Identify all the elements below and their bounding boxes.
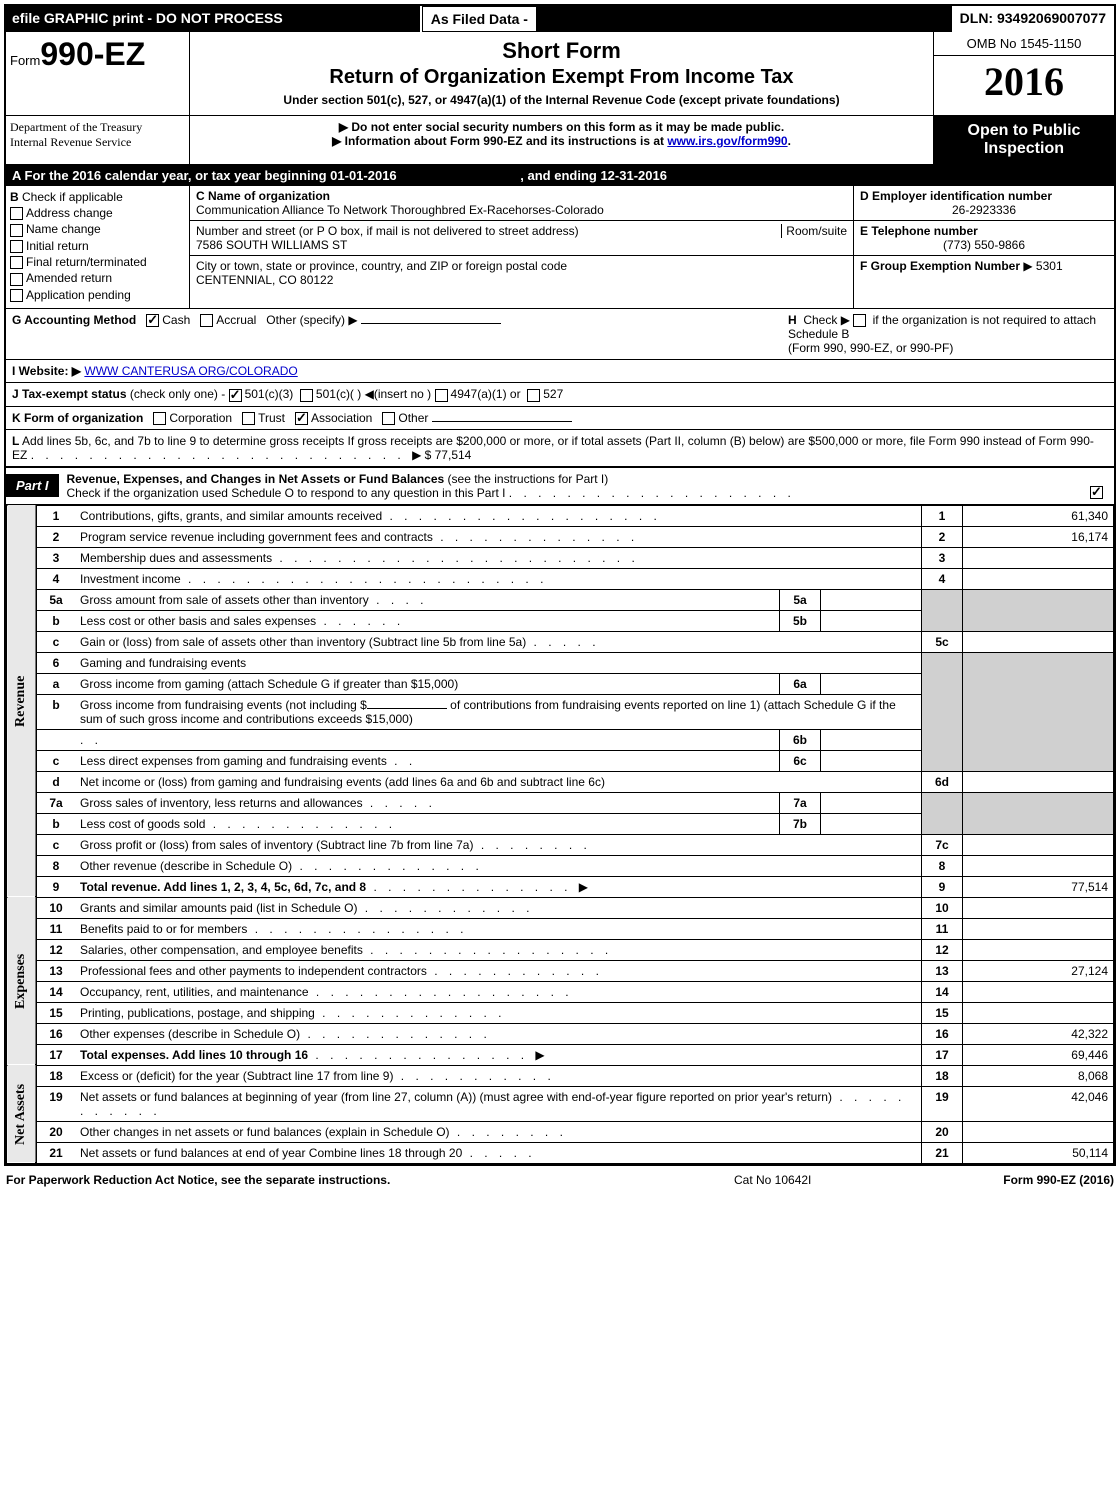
website-link[interactable]: WWW CANTERUSA ORG/COLORADO (84, 364, 297, 378)
org-city: CENTENNIAL, CO 80122 (196, 273, 333, 287)
line-9-value: 77,514 (963, 876, 1114, 897)
line-i: I Website: ▶ WWW CANTERUSA ORG/COLORADO (6, 360, 1114, 383)
form-header: Form990-EZ Short Form Return of Organiza… (6, 32, 1114, 116)
netassets-side-label: Net Assets (7, 1065, 37, 1163)
revenue-side-label: Revenue (7, 505, 37, 897)
group-exemption: ▶ 5301 (1023, 259, 1062, 273)
checkbox-cash[interactable] (146, 314, 159, 327)
line-16-value: 42,322 (963, 1023, 1114, 1044)
header-right: OMB No 1545-1150 2016 (933, 32, 1114, 115)
tax-year: 2016 (934, 56, 1114, 107)
form-title: Return of Organization Exempt From Incom… (198, 66, 925, 89)
part-i-table: Revenue 1 Contributions, gifts, grants, … (6, 505, 1114, 1164)
checkbox-final-return[interactable] (10, 256, 23, 269)
line-gh: G Accounting Method Cash Accrual Other (… (6, 309, 1114, 360)
checkbox-other-org[interactable] (382, 412, 395, 425)
phone: (773) 550-9866 (860, 238, 1108, 252)
form-number-box: Form990-EZ (6, 32, 190, 115)
section-c: C Name of organization Communication All… (190, 186, 854, 308)
org-name: Communication Alliance To Network Thorou… (196, 203, 604, 217)
checkbox-amended[interactable] (10, 273, 23, 286)
dept-info: Department of the Treasury Internal Reve… (6, 116, 190, 164)
open-public-box: Open to Public Inspection (933, 116, 1114, 164)
part-i-header: Part I Revenue, Expenses, and Changes in… (6, 467, 1114, 505)
form-container: efile GRAPHIC print - DO NOT PROCESS As … (4, 4, 1116, 1166)
line-13-value: 27,124 (963, 960, 1114, 981)
line-20-value (963, 1121, 1114, 1142)
checkbox-h[interactable] (853, 314, 866, 327)
section-b: B Check if applicable Address change Nam… (6, 186, 190, 308)
gross-receipts: ▶ $ 77,514 (412, 448, 471, 462)
line-j: J Tax-exempt status (check only one) - 5… (6, 383, 1114, 406)
checkbox-accrual[interactable] (200, 314, 213, 327)
line-3-value (963, 547, 1114, 568)
checkbox-501c[interactable] (300, 389, 313, 402)
line-2-value: 16,174 (963, 526, 1114, 547)
dln: DLN: 93492069007077 (951, 6, 1114, 32)
checkbox-527[interactable] (527, 389, 540, 402)
line-7c-value (963, 834, 1114, 855)
line-18-value: 8,068 (963, 1065, 1114, 1086)
checkbox-501c3[interactable] (229, 389, 242, 402)
irs-link[interactable]: www.irs.gov/form990 (667, 134, 787, 148)
line-12-value (963, 939, 1114, 960)
checkbox-trust[interactable] (242, 412, 255, 425)
line-17-value: 69,446 (963, 1044, 1114, 1065)
line-4-value (963, 568, 1114, 589)
form-title-box: Short Form Return of Organization Exempt… (190, 32, 933, 115)
checkbox-association[interactable] (295, 412, 308, 425)
topbar-spacer (537, 6, 951, 32)
checkbox-address-change[interactable] (10, 207, 23, 220)
line-21-value: 50,114 (963, 1142, 1114, 1163)
section-def: D Employer identification number 26-2923… (854, 186, 1114, 308)
under-section: Under section 501(c), 527, or 4947(a)(1)… (198, 93, 925, 107)
line-19-value: 42,046 (963, 1086, 1114, 1121)
ein: 26-2923336 (860, 203, 1108, 217)
line-1-value: 61,340 (963, 505, 1114, 526)
line-k: K Form of organization Corporation Trust… (6, 407, 1114, 430)
page-footer: For Paperwork Reduction Act Notice, see … (0, 1170, 1120, 1190)
line-a: A For the 2016 calendar year, or tax yea… (6, 165, 1114, 186)
checkbox-pending[interactable] (10, 289, 23, 302)
section-bcdef: B Check if applicable Address change Nam… (6, 186, 1114, 309)
line-11-value (963, 918, 1114, 939)
line-14-value (963, 981, 1114, 1002)
dept-row: Department of the Treasury Internal Reve… (6, 116, 1114, 165)
checkbox-4947[interactable] (435, 389, 448, 402)
line-8-value (963, 855, 1114, 876)
checkbox-corp[interactable] (153, 412, 166, 425)
org-address: 7586 SOUTH WILLIAMS ST (196, 238, 347, 252)
top-bar: efile GRAPHIC print - DO NOT PROCESS As … (6, 6, 1114, 32)
as-filed-label: As Filed Data - (422, 6, 537, 32)
line-15-value (963, 1002, 1114, 1023)
efile-notice: efile GRAPHIC print - DO NOT PROCESS (6, 6, 422, 32)
line-5c-value (963, 631, 1114, 652)
line-10-value (963, 897, 1114, 918)
checkbox-name-change[interactable] (10, 224, 23, 237)
line-l: L Add lines 5b, 6c, and 7b to line 9 to … (6, 430, 1114, 467)
checkbox-schedule-o[interactable] (1090, 486, 1103, 499)
omb-number: OMB No 1545-1150 (934, 32, 1114, 56)
checkbox-initial-return[interactable] (10, 240, 23, 253)
expenses-side-label: Expenses (7, 897, 37, 1065)
header-bullets: ▶ Do not enter social security numbers o… (190, 116, 933, 164)
short-form-heading: Short Form (198, 38, 925, 64)
line-6d-value (963, 771, 1114, 792)
